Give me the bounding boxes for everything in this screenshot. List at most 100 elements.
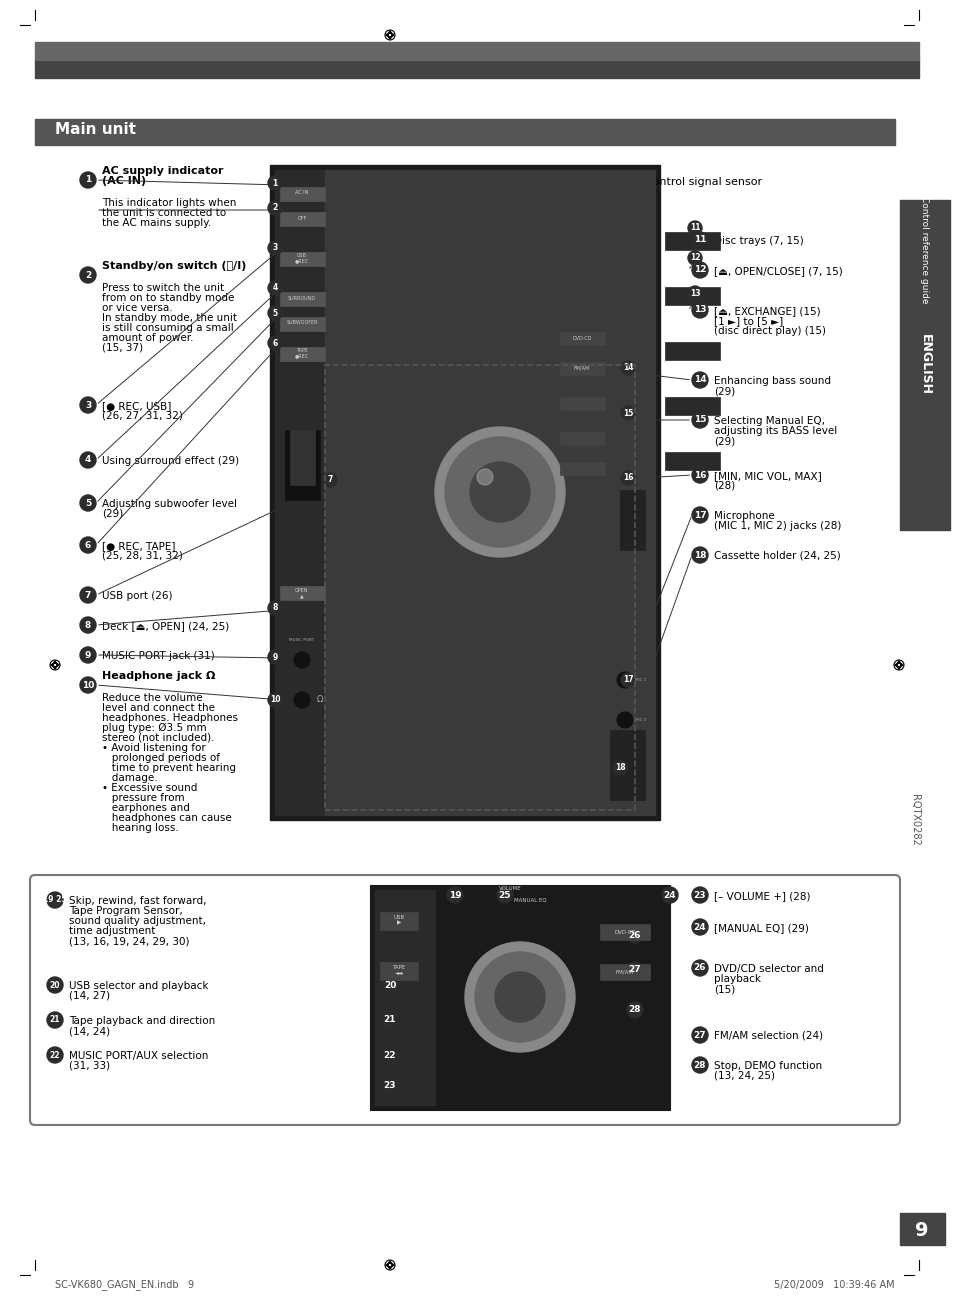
Text: MUSIC PORT: MUSIC PORT: [289, 638, 314, 642]
Text: sound quality adjustment,: sound quality adjustment,: [69, 916, 206, 926]
Circle shape: [80, 266, 96, 283]
Text: (28): (28): [713, 481, 735, 491]
Circle shape: [268, 306, 282, 320]
Circle shape: [626, 962, 642, 978]
Circle shape: [381, 1046, 397, 1063]
Text: 11: 11: [693, 235, 705, 244]
Circle shape: [476, 469, 493, 485]
Text: 9: 9: [273, 653, 277, 662]
Text: damage.: damage.: [102, 774, 157, 783]
Text: Disc trays (7, 15): Disc trays (7, 15): [713, 237, 803, 246]
Bar: [35, 42, 918, 60]
Text: 20: 20: [383, 980, 395, 989]
Text: Standby/on switch (⏻/I): Standby/on switch (⏻/I): [102, 261, 246, 270]
Text: 4: 4: [273, 283, 277, 292]
Text: SUBWOOFER: SUBWOOFER: [286, 321, 317, 325]
Text: from on to standby mode: from on to standby mode: [102, 292, 234, 303]
Text: adjusting its BASS level: adjusting its BASS level: [713, 426, 837, 436]
Text: earphones and: earphones and: [102, 803, 190, 812]
Text: 21: 21: [383, 1015, 395, 1024]
Text: 2: 2: [85, 270, 91, 280]
Bar: [280, 586, 325, 601]
Circle shape: [495, 972, 544, 1022]
Text: 11: 11: [689, 224, 700, 233]
Text: 2: 2: [273, 204, 277, 212]
Text: 9: 9: [85, 650, 91, 659]
Circle shape: [294, 692, 310, 708]
Bar: [370, 885, 669, 1110]
Text: pressure from: pressure from: [102, 793, 185, 803]
Text: 24: 24: [663, 891, 676, 900]
Text: 10: 10: [270, 696, 280, 705]
Text: Main unit: Main unit: [55, 122, 136, 138]
Bar: [559, 396, 604, 410]
Text: is still consuming a small: is still consuming a small: [102, 322, 233, 333]
Circle shape: [691, 547, 707, 563]
Text: 9: 9: [914, 1221, 928, 1239]
Circle shape: [80, 677, 96, 693]
Text: In standby mode, the unit: In standby mode, the unit: [102, 313, 236, 322]
Text: time adjustment: time adjustment: [69, 926, 155, 936]
Text: • Avoid listening for: • Avoid listening for: [102, 744, 206, 753]
Text: 3: 3: [85, 400, 91, 410]
Bar: [379, 962, 417, 980]
Bar: [285, 430, 319, 500]
Text: 5: 5: [273, 308, 277, 317]
Bar: [559, 462, 604, 474]
Bar: [325, 365, 635, 810]
Text: the unit is connected to: the unit is connected to: [102, 208, 226, 218]
Bar: [375, 891, 435, 1105]
Text: (MIC 1, MIC 2) jacks (28): (MIC 1, MIC 2) jacks (28): [713, 521, 841, 530]
Text: Reduce the volume: Reduce the volume: [102, 693, 202, 703]
Bar: [280, 252, 325, 266]
Bar: [280, 317, 325, 332]
Text: Adjusting subwoofer level: Adjusting subwoofer level: [102, 499, 236, 510]
Text: Microphone: Microphone: [713, 511, 774, 521]
Circle shape: [435, 426, 564, 556]
Text: Tape playback and direction: Tape playback and direction: [69, 1017, 215, 1026]
Text: 16: 16: [693, 471, 705, 480]
Text: 19: 19: [448, 891, 461, 900]
Circle shape: [691, 887, 707, 903]
Text: MUSIC PORT jack (31): MUSIC PORT jack (31): [102, 651, 214, 660]
Text: OPEN
▲: OPEN ▲: [294, 588, 309, 598]
Text: [MANUAL EQ] (29): [MANUAL EQ] (29): [713, 923, 808, 933]
Bar: [664, 452, 720, 471]
Bar: [619, 490, 644, 550]
Bar: [35, 120, 894, 146]
Text: [⏏, EXCHANGE] (15): [⏏, EXCHANGE] (15): [713, 306, 820, 316]
Text: SC-VK680_GAGN_EN.indb   9: SC-VK680_GAGN_EN.indb 9: [55, 1279, 193, 1291]
Text: hearing loss.: hearing loss.: [102, 823, 178, 833]
Text: 26: 26: [628, 931, 640, 940]
Text: playback: playback: [713, 974, 760, 984]
Circle shape: [381, 1011, 397, 1028]
Text: 3: 3: [273, 243, 277, 252]
Bar: [559, 432, 604, 445]
Text: DVD/CD selector and: DVD/CD selector and: [713, 965, 823, 974]
Text: USB selector and playback: USB selector and playback: [69, 982, 209, 991]
Bar: [599, 965, 649, 980]
Text: 8: 8: [85, 620, 91, 629]
Text: (14, 24): (14, 24): [69, 1026, 110, 1036]
Circle shape: [47, 892, 63, 907]
Circle shape: [80, 452, 96, 468]
Text: 22: 22: [383, 1050, 395, 1060]
Bar: [899, 200, 949, 530]
Bar: [664, 287, 720, 306]
Circle shape: [470, 462, 530, 523]
Circle shape: [620, 361, 635, 374]
Text: Tape Program Sensor,: Tape Program Sensor,: [69, 906, 183, 916]
Circle shape: [626, 1002, 642, 1018]
Text: (15): (15): [713, 984, 735, 994]
Text: SURROUND: SURROUND: [288, 295, 315, 300]
Circle shape: [268, 240, 282, 255]
Text: 21: 21: [50, 1015, 60, 1024]
Text: Press to switch the unit: Press to switch the unit: [102, 283, 224, 292]
Bar: [280, 292, 325, 306]
Text: 28: 28: [628, 1005, 640, 1014]
Bar: [559, 332, 604, 344]
Text: USB
▶: USB ▶: [393, 915, 404, 926]
Text: Using surround effect (29): Using surround effect (29): [102, 456, 239, 465]
Bar: [274, 170, 325, 815]
Text: 16: 16: [622, 473, 633, 482]
